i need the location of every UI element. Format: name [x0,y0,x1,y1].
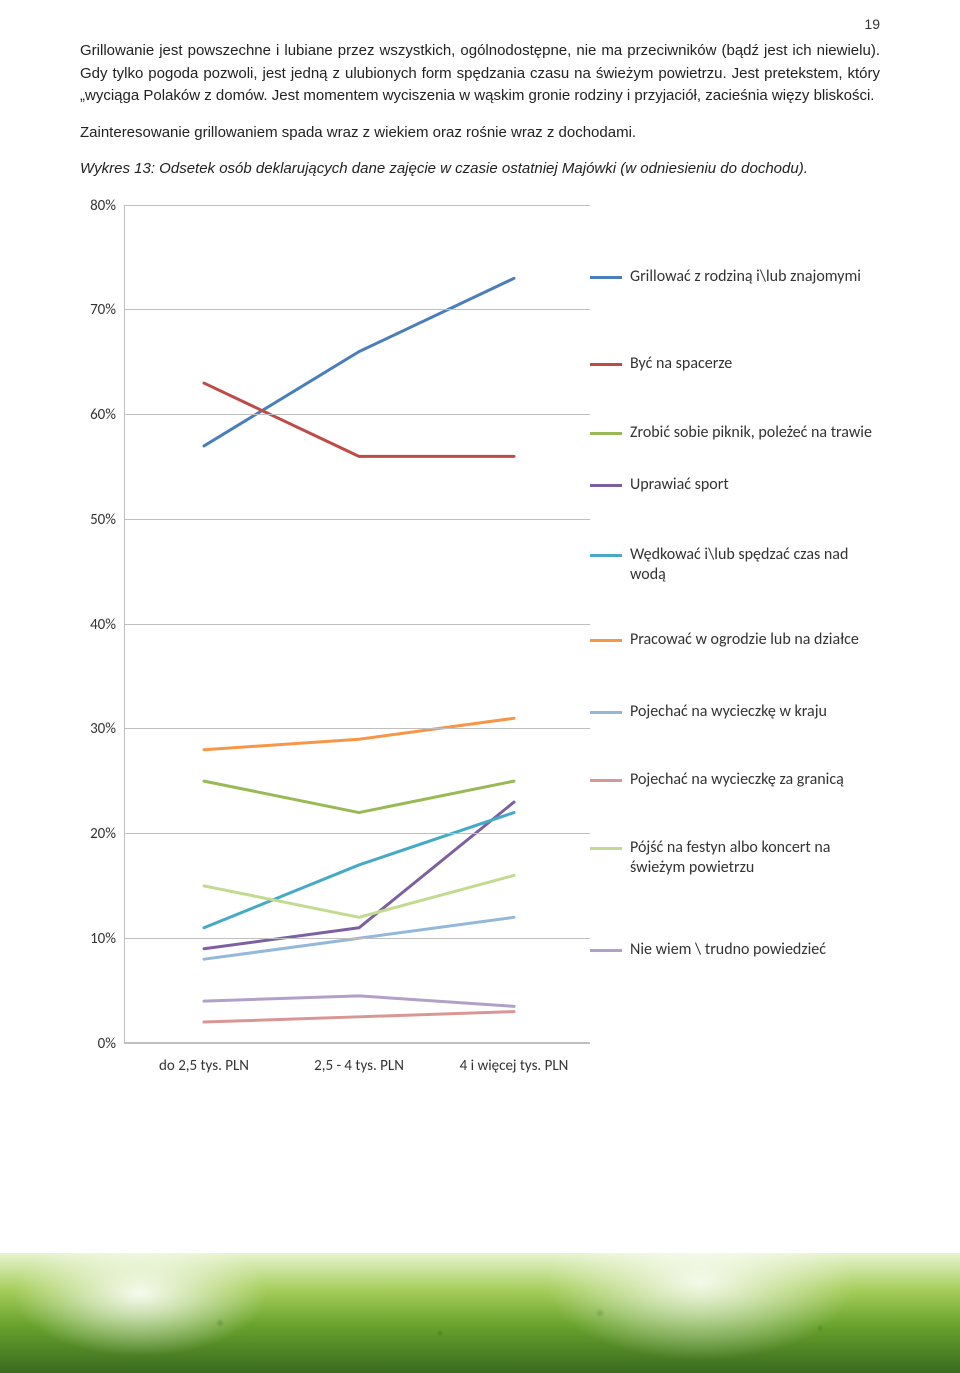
legend-label: Grillować z rodziną i\lub znajomymi [630,267,880,288]
legend-label: Pojechać na wycieczkę za granicą [630,770,880,791]
series-line [204,802,514,949]
series-line [204,995,514,1005]
y-tick-label: 70% [76,301,116,319]
x-tick-label: do 2,5 tys. PLN [159,1057,249,1075]
series-line [204,781,514,812]
legend-item: Pracować w ogrodzie lub na działce [590,630,880,651]
series-line [204,875,514,917]
gridline [124,938,590,939]
legend-swatch [590,363,622,366]
page-number: 19 [864,16,880,32]
legend-swatch [590,711,622,714]
legend-item: Pójść na festyn albo koncert na świeżym … [590,838,880,880]
gridline [124,519,590,520]
legend-swatch [590,949,622,952]
y-tick-label: 30% [76,720,116,738]
chart-caption: Wykres 13: Odsetek osób deklarujących da… [80,158,880,181]
series-line [204,718,514,749]
y-tick-label: 80% [76,197,116,215]
series-line [204,383,514,456]
gridline [124,624,590,625]
paragraph-2: Zainteresowanie grillowaniem spada wraz … [80,122,880,145]
paragraph-1: Grillowanie jest powszechne i lubiane pr… [80,40,880,108]
legend-swatch [590,276,622,279]
chart-plot-area: 0%10%20%30%40%50%60%70%80%do 2,5 tys. PL… [80,205,590,1075]
gridline [124,309,590,310]
legend-swatch [590,554,622,557]
legend-label: Nie wiem \ trudno powiedzieć [630,940,880,961]
x-tick-label: 4 i więcej tys. PLN [460,1057,569,1075]
legend-label: Pojechać na wycieczkę w kraju [630,702,880,723]
legend-label: Wędkować i\lub spędzać czas nad wodą [630,545,880,587]
gridline [124,1043,590,1044]
y-tick-label: 40% [76,616,116,634]
series-line [204,1011,514,1021]
legend-item: Uprawiać sport [590,475,880,496]
gridline [124,728,590,729]
legend-item: Być na spacerze [590,354,880,375]
chart-legend: Grillować z rodziną i\lub znajomymi Być n… [590,205,880,1043]
gridline [124,833,590,834]
legend-item: Pojechać na wycieczkę za granicą [590,770,880,791]
page: 19 Grillowanie jest powszechne i lubiane… [0,0,960,1075]
footer-decorative-image [0,1253,960,1373]
legend-label: Pójść na festyn albo koncert na świeżym … [630,838,880,880]
gridline [124,414,590,415]
legend-swatch [590,779,622,782]
legend-label: Zrobić sobie piknik, poleżeć na trawie [630,423,880,444]
legend-swatch [590,847,622,850]
x-tick-label: 2,5 - 4 tys. PLN [314,1057,404,1075]
legend-item: Grillować z rodziną i\lub znajomymi [590,267,880,288]
y-tick-label: 60% [76,406,116,424]
legend-item: Wędkować i\lub spędzać czas nad wodą [590,545,880,587]
gridline [124,205,590,206]
series-line [204,278,514,446]
legend-item: Pojechać na wycieczkę w kraju [590,702,880,723]
y-tick-label: 20% [76,825,116,843]
legend-item: Zrobić sobie piknik, poleżeć na trawie [590,423,880,444]
y-tick-label: 50% [76,511,116,529]
legend-swatch [590,639,622,642]
series-line [204,812,514,927]
y-tick-label: 10% [76,930,116,948]
legend-item: Nie wiem \ trudno powiedzieć [590,940,880,961]
legend-swatch [590,432,622,435]
legend-label: Uprawiać sport [630,475,880,496]
y-tick-label: 0% [76,1035,116,1053]
legend-label: Być na spacerze [630,354,880,375]
chart: 0%10%20%30%40%50%60%70%80%do 2,5 tys. PL… [80,205,880,1075]
legend-label: Pracować w ogrodzie lub na działce [630,630,880,651]
legend-swatch [590,484,622,487]
